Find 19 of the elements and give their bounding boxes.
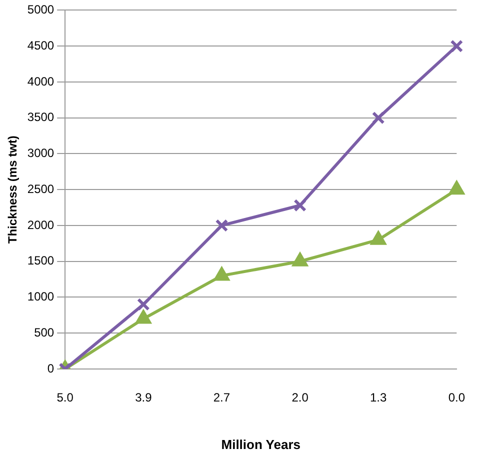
x-tick-label: 0.0 [448, 390, 466, 405]
y-axis-title: Thickness (ms twt) [6, 136, 20, 244]
y-tick-label: 1000 [27, 290, 54, 304]
y-tick-label: 5000 [27, 2, 54, 17]
y-tick-label: 3000 [27, 146, 54, 160]
x-tick-label: 1.3 [370, 390, 388, 405]
y-tick-label: 2000 [27, 218, 54, 232]
x-tick-label: 2.7 [213, 390, 230, 405]
y-tick-label: 0 [47, 361, 54, 376]
y-tick-label: 4500 [27, 38, 54, 52]
y-tick-label: 3500 [27, 110, 54, 124]
x-tick-label: 2.0 [292, 390, 309, 405]
y-tick-label: 2500 [27, 182, 54, 196]
y-tick-label: 1500 [27, 254, 54, 268]
x-tick-label: 3.9 [135, 390, 152, 405]
x-tick-label: 5.0 [56, 390, 74, 405]
x-axis-title: Million Years [221, 436, 300, 452]
y-tick-label: 500 [34, 325, 54, 340]
y-tick-label: 4000 [27, 74, 54, 88]
